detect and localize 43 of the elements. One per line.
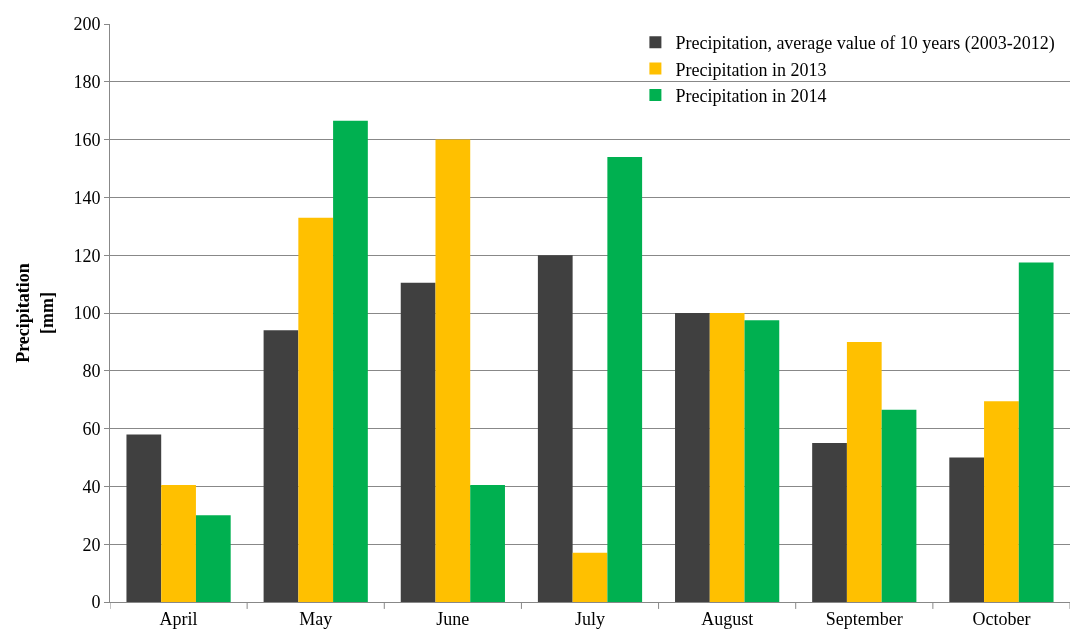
bar: [744, 320, 780, 602]
bar: [400, 282, 436, 602]
bar: [537, 255, 573, 602]
bar: [607, 156, 643, 602]
bar: [709, 313, 745, 602]
bar: [126, 434, 162, 602]
x-tick-label: August: [701, 608, 754, 629]
y-tick-label: 160: [73, 129, 101, 150]
bar: [333, 120, 368, 602]
bar: [470, 484, 505, 602]
y-tick-label: 0: [91, 592, 101, 613]
y-tick-label: 100: [73, 303, 101, 324]
x-tick-label: April: [159, 608, 198, 629]
bar: [1018, 262, 1054, 602]
bar: [984, 401, 1019, 602]
y-tick-label: 60: [82, 418, 101, 439]
y-tick-label: 80: [82, 361, 101, 382]
bar: [675, 313, 710, 602]
bar: [435, 139, 471, 602]
bar: [572, 552, 608, 602]
bar: [812, 443, 847, 602]
x-tick-label: June: [436, 608, 470, 629]
y-tick-label: 120: [73, 245, 101, 266]
legend-label: Precipitation in 2014: [675, 86, 827, 107]
y-tick-label: 40: [82, 476, 101, 497]
x-tick-label: May: [299, 608, 333, 629]
bar: [846, 341, 882, 602]
y-tick-label: 140: [73, 187, 101, 208]
y-tick-label: 20: [82, 534, 101, 555]
y-axis-title: Precipitation [mm]: [13, 263, 57, 363]
bar: [161, 484, 196, 602]
bar: [195, 515, 231, 602]
legend-label: Precipitation in 2013: [675, 59, 827, 80]
x-tick-label: July: [574, 608, 606, 629]
legend-label: Precipitation, average value of 10 years (2003-2012): [675, 33, 1055, 55]
y-tick-label: 180: [73, 72, 101, 93]
bar: [881, 409, 917, 602]
x-tick-label: September: [825, 608, 903, 629]
bar: [949, 457, 985, 602]
x-tick-label: October: [972, 608, 1031, 629]
bar: [263, 330, 299, 602]
y-tick-label: 200: [73, 14, 101, 35]
bar: [298, 217, 334, 602]
